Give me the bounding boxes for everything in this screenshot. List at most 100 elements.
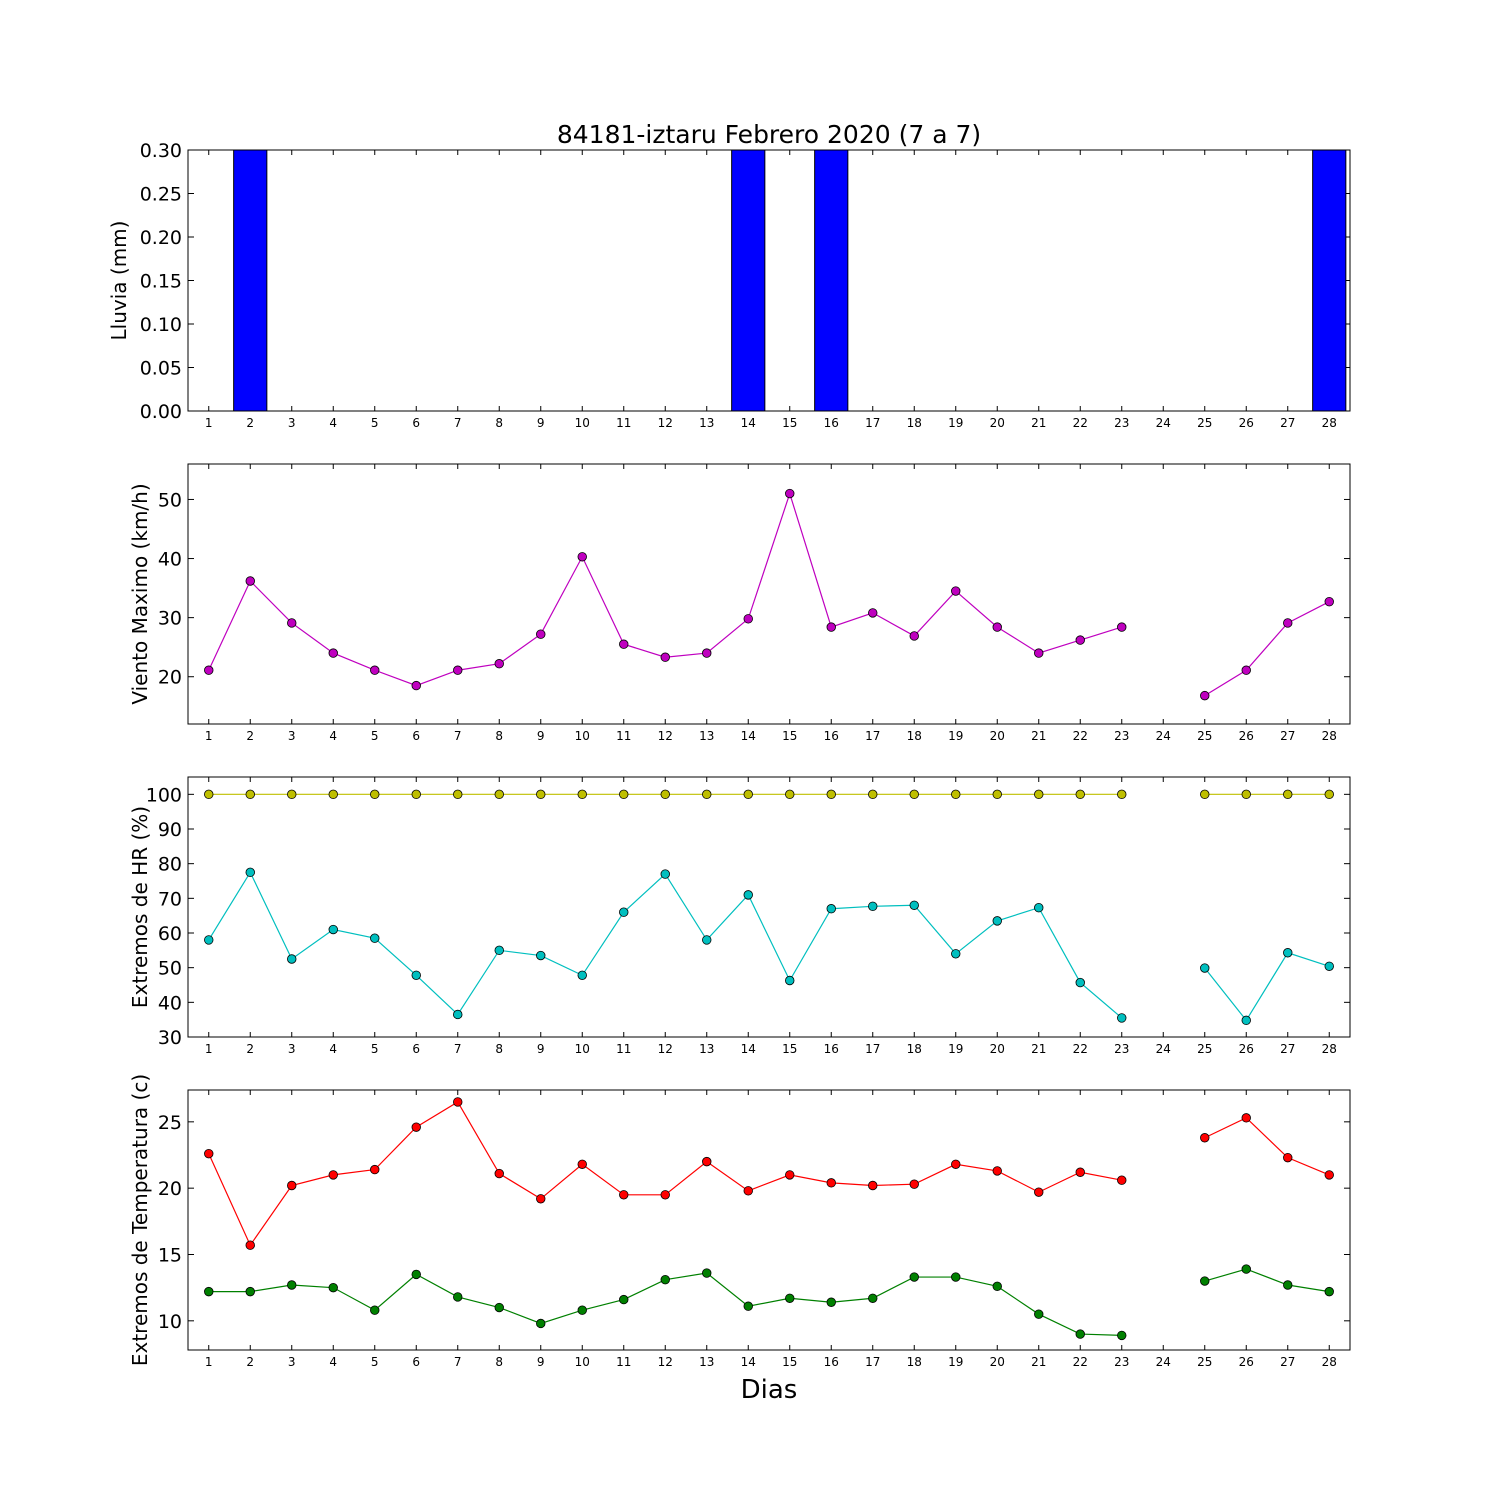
data-point bbox=[204, 665, 214, 675]
x-tick-label: 28 bbox=[1322, 729, 1337, 743]
data-point bbox=[370, 933, 380, 943]
x-tick-label: 16 bbox=[824, 1355, 839, 1369]
x-tick-label: 23 bbox=[1114, 1042, 1129, 1056]
x-tick-label: 28 bbox=[1322, 1042, 1337, 1056]
data-point bbox=[619, 789, 629, 800]
y-tick-label: 0.10 bbox=[140, 314, 182, 336]
data-point bbox=[1117, 1330, 1127, 1341]
y-tick-label: 20 bbox=[158, 1178, 182, 1200]
x-tick-label: 25 bbox=[1197, 1355, 1212, 1369]
data-point bbox=[1117, 789, 1127, 800]
x-tick-label: 6 bbox=[412, 416, 420, 430]
data-point bbox=[411, 680, 421, 691]
data-point bbox=[743, 1186, 753, 1196]
x-tick-label: 17 bbox=[865, 1355, 880, 1369]
x-tick-label: 5 bbox=[371, 1042, 379, 1056]
data-point bbox=[453, 1009, 463, 1020]
chart-panels: 1 2 3 4 5 6 7 8 9 10 11 12 13 14 15 16 17 18 19 20 21 22 23 24 2… bbox=[107, 140, 1351, 1369]
series-line bbox=[1204, 1117, 1330, 1176]
data-point bbox=[453, 665, 463, 675]
data-point bbox=[370, 1164, 380, 1175]
x-tick-label: 1 bbox=[205, 1042, 213, 1056]
data-point bbox=[826, 789, 836, 800]
x-tick-label: 21 bbox=[1031, 1355, 1046, 1369]
data-point bbox=[702, 789, 712, 800]
data-point bbox=[1324, 1286, 1334, 1297]
data-point bbox=[1283, 1280, 1293, 1290]
x-tick-label: 21 bbox=[1031, 1042, 1046, 1056]
x-tick-label: 1 bbox=[205, 416, 213, 430]
x-tick-label: 3 bbox=[288, 1355, 296, 1369]
data-point bbox=[1283, 789, 1293, 800]
data-point bbox=[1324, 1170, 1334, 1180]
y-tick-label: 20 bbox=[158, 667, 182, 689]
data-point bbox=[702, 648, 712, 658]
x-tick-label: 12 bbox=[658, 1042, 673, 1056]
x-tick-label: 2 bbox=[246, 416, 254, 430]
x-tick-label: 14 bbox=[741, 1355, 756, 1369]
y-tick-label: 0.25 bbox=[140, 184, 182, 206]
x-tick-label: 23 bbox=[1114, 729, 1129, 743]
x-tick-label: 9 bbox=[537, 729, 545, 743]
data-point bbox=[1283, 948, 1293, 958]
x-tick-label: 3 bbox=[288, 729, 296, 743]
data-point bbox=[204, 1286, 214, 1297]
x-tick-label: 19 bbox=[948, 729, 963, 743]
data-point bbox=[287, 1180, 297, 1191]
x-tick-label: 10 bbox=[575, 729, 590, 743]
y-tick-label: 0.20 bbox=[140, 227, 182, 249]
x-tick-label: 9 bbox=[537, 1042, 545, 1056]
data-point bbox=[1241, 1113, 1251, 1123]
x-tick-label: 26 bbox=[1239, 416, 1254, 430]
data-point bbox=[702, 935, 712, 945]
data-point bbox=[370, 789, 380, 800]
chart-title: 84181-iztaru Febrero 2020 (7 a 7) bbox=[557, 120, 981, 149]
data-point bbox=[1075, 789, 1085, 800]
x-tick-label: 4 bbox=[329, 1042, 337, 1056]
x-tick-label: 4 bbox=[329, 1355, 337, 1369]
data-point bbox=[1241, 1264, 1251, 1274]
x-tick-label: 16 bbox=[824, 416, 839, 430]
x-tick-label: 16 bbox=[824, 729, 839, 743]
x-tick-label: 13 bbox=[699, 729, 714, 743]
panel-2: 1 2 3 4 5 6 7 8 9 10 11 12 13 14 15 16 17 18 19 20 21 22 23 24 2… bbox=[128, 463, 1351, 743]
x-tick-label: 27 bbox=[1280, 416, 1295, 430]
data-point bbox=[951, 1272, 961, 1282]
data-point bbox=[453, 1097, 463, 1107]
x-tick-label: 7 bbox=[454, 1355, 462, 1369]
panel-1: 1 2 3 4 5 6 7 8 9 10 11 12 13 14 15 16 17 18 19 20 21 22 23 24 2… bbox=[107, 140, 1351, 430]
data-point bbox=[204, 789, 214, 800]
x-tick-label: 22 bbox=[1073, 1355, 1088, 1369]
y-tick-label: 50 bbox=[158, 489, 182, 511]
rain-bar bbox=[814, 149, 849, 412]
y-tick-label: 30 bbox=[158, 608, 182, 630]
x-tick-label: 6 bbox=[412, 729, 420, 743]
x-tick-label: 9 bbox=[537, 1355, 545, 1369]
x-tick-label: 5 bbox=[371, 729, 379, 743]
data-point bbox=[1200, 1133, 1210, 1143]
x-tick-label: 21 bbox=[1031, 729, 1046, 743]
x-tick-label: 17 bbox=[865, 416, 880, 430]
x-axis-label: Dias bbox=[741, 1375, 798, 1405]
data-point bbox=[1283, 618, 1293, 628]
data-point bbox=[411, 1122, 421, 1132]
data-point bbox=[1324, 596, 1334, 607]
data-point bbox=[536, 950, 546, 961]
data-point bbox=[287, 1280, 297, 1290]
data-point bbox=[1075, 1329, 1085, 1339]
x-tick-label: 25 bbox=[1197, 1042, 1212, 1056]
data-point bbox=[370, 665, 380, 675]
y-tick-label: 50 bbox=[158, 958, 182, 980]
x-tick-label: 17 bbox=[865, 729, 880, 743]
data-point bbox=[287, 618, 297, 628]
series-line bbox=[1204, 952, 1330, 1022]
x-tick-label: 27 bbox=[1280, 1355, 1295, 1369]
x-tick-label: 23 bbox=[1114, 1355, 1129, 1369]
data-point bbox=[370, 1305, 380, 1315]
data-point bbox=[577, 970, 587, 980]
data-point bbox=[536, 629, 546, 639]
data-point bbox=[494, 945, 504, 956]
data-point bbox=[743, 614, 753, 624]
data-point bbox=[992, 1166, 1002, 1176]
